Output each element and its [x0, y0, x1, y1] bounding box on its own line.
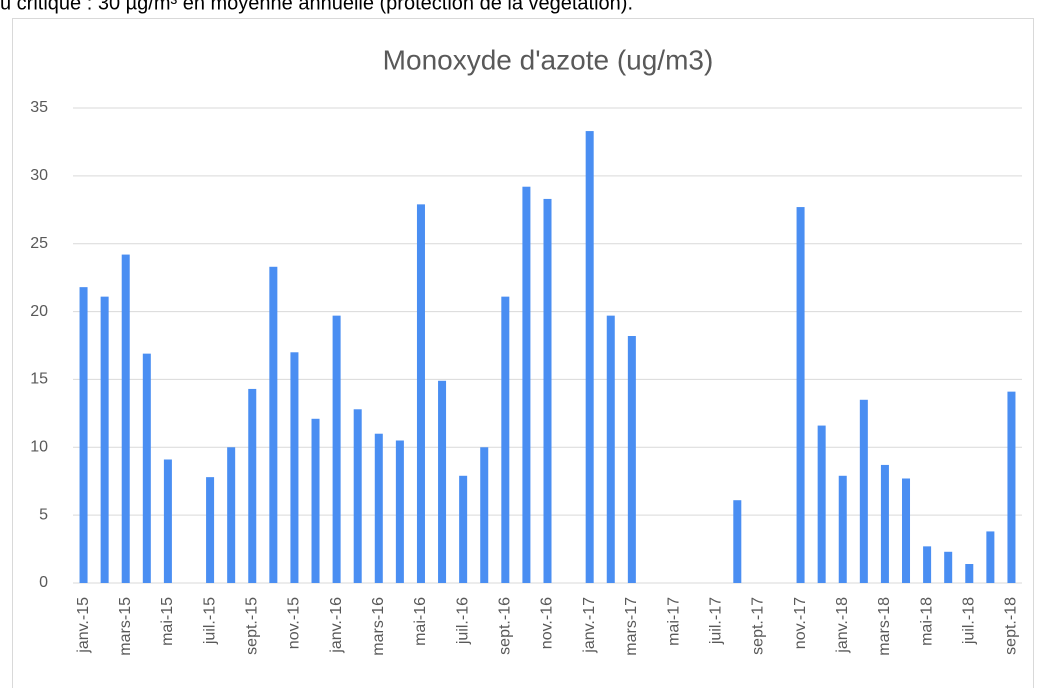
y-tick-label: 30: [30, 167, 48, 184]
x-tick-label: mars-17: [623, 597, 640, 656]
x-tick-label: mai-18: [918, 597, 935, 646]
x-tick-label: nov.-17: [792, 597, 809, 649]
x-tick-label: janv.-18: [834, 597, 851, 654]
bar: [944, 551, 953, 583]
bar: [163, 459, 172, 583]
x-tick-label: sept.-16: [497, 597, 514, 655]
bar: [733, 500, 742, 583]
x-tick-label: sept.-18: [1003, 597, 1020, 655]
chart-title: Monoxyde d'azote (ug/m3): [383, 44, 714, 75]
chart-border: [12, 18, 1034, 688]
x-tick-label: janv.-16: [328, 597, 345, 654]
bar: [606, 315, 615, 583]
bar: [395, 440, 404, 583]
bar: [880, 464, 889, 583]
bar: [438, 380, 447, 583]
bar: [965, 564, 974, 583]
bar: [859, 399, 868, 583]
bar: [353, 409, 362, 583]
x-tick-label: juil.-15: [201, 597, 218, 645]
x-tick-label: nov.-15: [286, 597, 303, 649]
bar: [585, 131, 594, 584]
bar: [79, 287, 88, 583]
bar: [522, 186, 531, 583]
bar: [227, 447, 236, 583]
bar: [817, 425, 826, 583]
bar: [269, 266, 278, 583]
bar: [459, 475, 468, 583]
bar: [627, 336, 636, 583]
bar: [796, 207, 805, 584]
x-tick-label: mai-15: [159, 597, 176, 646]
bar: [374, 433, 383, 583]
x-tick-label: mars-18: [876, 597, 893, 656]
bar: [142, 353, 151, 583]
x-tick-label: mai-17: [665, 597, 682, 646]
x-tick-label: juil.-16: [454, 597, 471, 645]
bar: [332, 315, 341, 583]
y-tick-label: 25: [30, 235, 48, 252]
bar: [501, 296, 510, 583]
x-tick-label: janv.-15: [75, 597, 92, 654]
bar: [121, 254, 130, 584]
bar: [1007, 391, 1016, 583]
y-tick-label: 20: [30, 303, 48, 320]
top-text: u critique : 30 µg/m³ en moyenne annuell…: [0, 0, 633, 14]
bar: [206, 477, 215, 583]
x-tick-label: sept.-17: [750, 597, 767, 655]
bar: [986, 531, 995, 583]
bar: [290, 352, 299, 583]
bar: [100, 296, 109, 583]
y-tick-label: 0: [39, 574, 48, 591]
y-tick-label: 15: [30, 371, 48, 388]
bar: [480, 447, 489, 583]
y-tick-label: 10: [30, 439, 48, 456]
x-tick-label: juil.-18: [960, 597, 977, 645]
y-tick-label: 5: [39, 506, 48, 523]
x-tick-label: sept.-15: [243, 597, 260, 655]
bar: [416, 204, 425, 583]
x-tick-label: mai-16: [412, 597, 429, 646]
bar: [923, 546, 932, 583]
bar: [248, 388, 257, 583]
bar: [838, 475, 847, 583]
bar: [543, 198, 552, 583]
y-tick-label: 35: [30, 99, 48, 116]
x-tick-label: juil.-17: [707, 597, 724, 645]
x-tick-label: janv.-17: [581, 597, 598, 654]
x-tick-label: mars-15: [117, 597, 134, 656]
x-tick-label: nov.-16: [539, 597, 556, 649]
bar: [311, 418, 320, 583]
x-tick-label: mars-16: [370, 597, 387, 656]
bar: [902, 478, 911, 583]
